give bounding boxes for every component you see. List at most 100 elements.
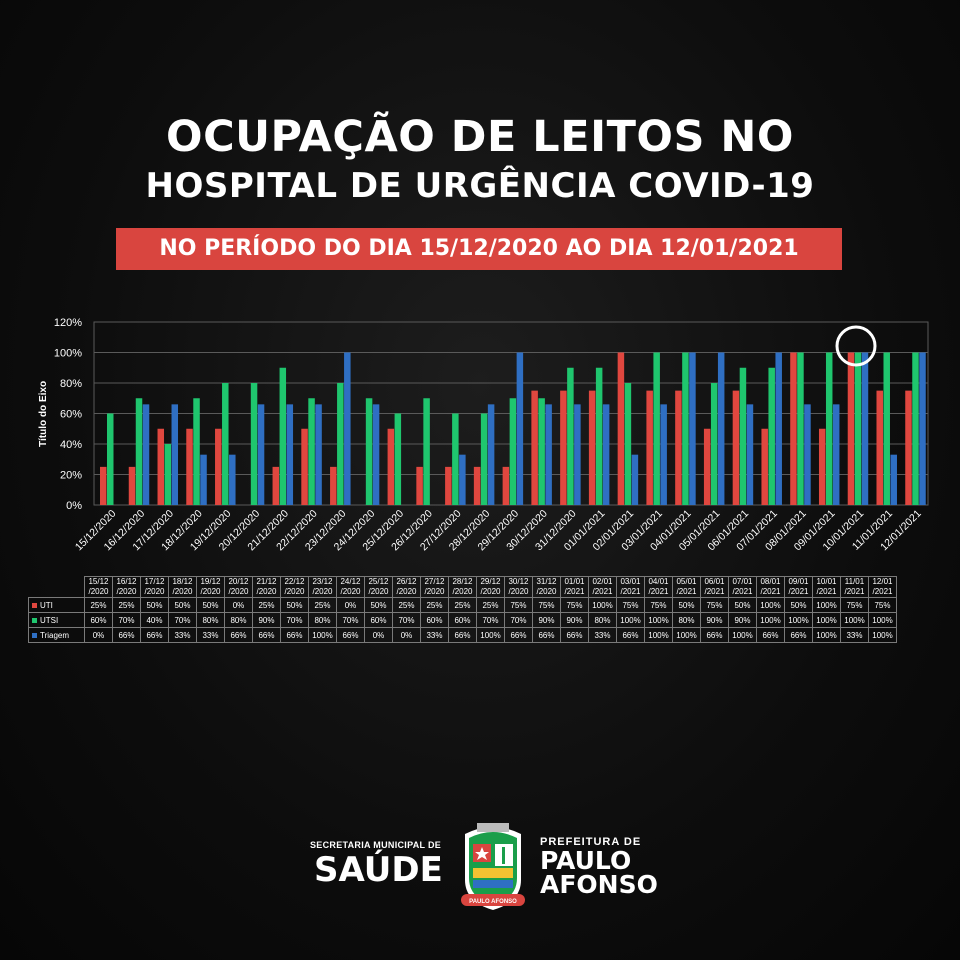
bar-utsi-6 <box>279 367 287 505</box>
table-header-cell: /2020 <box>504 587 533 598</box>
table-cell: 100% <box>728 627 757 643</box>
table-cell: 80% <box>196 612 225 628</box>
secretaria-label: SECRETARIA MUNICIPAL DE <box>310 840 442 850</box>
legend-entry: UTI <box>28 597 85 613</box>
legend-label: Triagem <box>40 630 70 640</box>
bar-utsi-10 <box>394 413 402 505</box>
table-cell: 66% <box>532 627 561 643</box>
y-tick-label: 80% <box>60 378 82 390</box>
table-cell: 100% <box>812 612 841 628</box>
footer-logos: SECRETARIA MUNICIPAL DE SAÚDE PAULO AFON… <box>0 820 960 910</box>
bar-uti-1 <box>128 466 136 505</box>
table-cell: 66% <box>504 627 533 643</box>
table-header-cell: /2020 <box>308 587 337 598</box>
table-header-cell: /2020 <box>140 587 169 598</box>
table-cell: 25% <box>392 597 421 613</box>
table-cell: 60% <box>448 612 477 628</box>
table-cell: 0% <box>84 627 113 643</box>
table-corner <box>29 587 85 598</box>
bar-utsi-5 <box>250 383 258 505</box>
table-cell: 50% <box>168 597 197 613</box>
table-cell: 80% <box>224 612 253 628</box>
table-cell: 66% <box>700 627 729 643</box>
table-cell: 25% <box>84 597 113 613</box>
bar-triagem-28 <box>919 352 926 505</box>
bar-triagem-17 <box>602 404 610 505</box>
table-header-cell: /2020 <box>392 587 421 598</box>
table-header-row: 15/12 16/12 17/12 18/12 19/12 20/12 21/12 22/12… <box>29 576 897 587</box>
table-cell: 100% <box>476 627 505 643</box>
table-cell: 25% <box>420 597 449 613</box>
table-header-cell: 05/01 <box>672 576 701 587</box>
table-cell: 90% <box>252 612 281 628</box>
legend-label: UTI <box>40 600 53 610</box>
bar-utsi-12 <box>452 413 459 505</box>
saude-label: SAÚDE <box>314 850 443 890</box>
y-tick-label: 20% <box>60 470 82 482</box>
bar-uti-24 <box>790 352 797 505</box>
table-header-cell: /2020 <box>224 587 253 598</box>
table-cell: 70% <box>280 612 309 628</box>
bar-utsi-25 <box>825 352 833 505</box>
table-cell: 66% <box>336 627 365 643</box>
table-header-cell: /2020 <box>532 587 561 598</box>
legend-swatch <box>32 632 37 638</box>
table-header-cell: /2020 <box>84 587 113 598</box>
bar-utsi-20 <box>682 352 689 505</box>
table-cell: 25% <box>308 597 337 613</box>
bar-triagem-16 <box>574 404 581 505</box>
table-cell: 70% <box>392 612 421 628</box>
table-cell: 50% <box>784 597 813 613</box>
table-header-cell: 07/01 <box>728 576 757 587</box>
table-cell: 70% <box>336 612 365 628</box>
bar-triagem-27 <box>890 454 897 505</box>
table-header-cell: /2021 <box>700 587 729 598</box>
bar-uti-23 <box>761 428 768 505</box>
table-cell: 66% <box>784 627 813 643</box>
bar-utsi-17 <box>595 367 603 505</box>
bar-uti-26 <box>847 352 855 505</box>
table-cell: 66% <box>448 627 477 643</box>
table-cell: 80% <box>672 612 701 628</box>
table-cell: 90% <box>728 612 757 628</box>
bar-uti-0 <box>100 466 107 505</box>
table-cell: 100% <box>868 612 897 628</box>
table-header-cell: 03/01 <box>616 576 645 587</box>
table-header-cell: /2021 <box>868 587 897 598</box>
table-header-cell: 24/12 <box>336 576 365 587</box>
bar-uti-15 <box>531 390 538 505</box>
bar-uti-12 <box>445 466 452 505</box>
table-cell: 25% <box>448 597 477 613</box>
city-crest-logo: PAULO AFONSO <box>461 823 525 910</box>
table-cell: 100% <box>812 627 841 643</box>
table-cell: 40% <box>140 612 169 628</box>
table-header-cell: /2020 <box>112 587 141 598</box>
bar-utsi-9 <box>365 398 373 505</box>
bar-triagem-8 <box>344 352 351 505</box>
table-cell: 75% <box>840 597 869 613</box>
table-header-cell: 31/12 <box>532 576 561 587</box>
afonso-label: AFONSO <box>540 870 658 899</box>
table-header-cell: 20/12 <box>224 576 253 587</box>
bar-utsi-7 <box>308 398 315 505</box>
period-banner: NO PERÍODO DO DIA 15/12/2020 AO DIA 12/0… <box>116 228 842 270</box>
y-tick-label: 40% <box>60 439 82 451</box>
bar-uti-3 <box>186 428 193 505</box>
bar-triagem-1 <box>142 404 150 505</box>
legend-label: UTSI <box>40 615 59 625</box>
table-header-cell: 15/12 <box>84 576 113 587</box>
table-header-cell: 28/12 <box>448 576 477 587</box>
table-cell: 100% <box>868 627 897 643</box>
table-cell: 70% <box>168 612 197 628</box>
table-row: UTSI 60% 70% 40% 70% 80% 80% 90% 70% 80% 70% 60% 70%… <box>28 612 897 628</box>
bar-uti-4 <box>215 428 222 505</box>
table-header-cell: 11/01 <box>840 576 869 587</box>
table-cell: 0% <box>336 597 365 613</box>
highlight-circle <box>835 325 877 367</box>
table-cell: 0% <box>364 627 393 643</box>
bar-utsi-3 <box>193 398 200 505</box>
bar-uti-11 <box>416 466 423 505</box>
table-cell: 90% <box>560 612 589 628</box>
table-cell: 33% <box>840 627 869 643</box>
bar-utsi-21 <box>710 383 718 505</box>
